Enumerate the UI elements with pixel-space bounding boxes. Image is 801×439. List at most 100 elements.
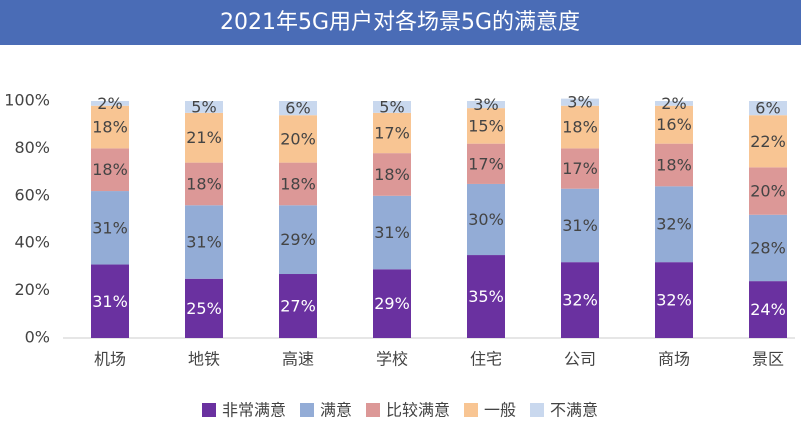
bar-segment [91,264,129,338]
x-tick-label: 景区 [752,350,784,369]
bar-segment [467,255,505,338]
bar-segment [279,162,317,206]
x-tick-label: 学校 [376,350,408,369]
data-label: 18% [92,160,128,179]
bar-segment [561,105,599,149]
bar-segment [185,112,223,163]
bar-segment [749,101,787,116]
data-label: 31% [92,218,128,237]
bar-segment [373,195,411,270]
data-label: 28% [750,238,786,257]
bar-segment [279,274,317,338]
x-tick-label: 高速 [282,350,314,369]
data-label: 3% [567,93,592,112]
data-label: 30% [468,210,504,229]
data-label: 2% [97,94,122,113]
bar-segment [467,108,505,144]
bar-segment [655,101,693,106]
data-label: 18% [280,174,316,193]
data-label: 6% [285,99,310,118]
data-label: 24% [750,300,786,319]
bar-segment [749,167,787,215]
data-label: 17% [562,159,598,178]
data-label: 18% [562,118,598,137]
bar-segment [373,101,411,113]
data-label: 18% [374,165,410,184]
data-label: 31% [92,292,128,311]
bar-segment [561,98,599,106]
bar-segment [467,143,505,184]
x-tick-label: 地铁 [188,350,220,369]
data-label: 5% [191,97,216,116]
bar-segment [91,101,129,106]
data-label: 32% [656,291,692,310]
bar-segment [91,191,129,265]
bar-segment [749,281,787,338]
title-banner [0,0,801,45]
data-label: 29% [374,294,410,313]
bar-segment [655,143,693,187]
x-tick-label: 商场 [658,350,690,369]
data-label: 6% [755,99,780,118]
data-label: 17% [468,154,504,173]
bar-segment [561,262,599,338]
legend-label: 比较满意 [386,401,450,420]
data-label: 18% [186,174,222,193]
data-label: 32% [562,291,598,310]
bar-segment [279,115,317,163]
data-label: 25% [186,299,222,318]
bar-segment [279,101,317,116]
bar-segment [561,188,599,263]
legend-label: 非常满意 [222,401,286,420]
x-tick-label: 住宅 [470,350,502,369]
data-label: 20% [750,182,786,201]
legend-label: 一般 [484,401,516,420]
legend-label: 满意 [320,401,352,420]
bar-segment [373,153,411,196]
data-label: 5% [379,97,404,116]
data-label: 3% [473,95,498,114]
legend-swatch [300,403,314,417]
y-tick-label: 100% [4,91,50,110]
bar-segment [749,115,787,168]
data-label: 17% [374,123,410,142]
data-label: 31% [186,233,222,252]
data-label: 18% [656,155,692,174]
data-label: 27% [280,297,316,316]
bar-segment [185,162,223,206]
chart-title: 2021年5G用户对各场景5G的满意度 [220,10,580,35]
y-tick-label: 80% [14,138,50,157]
y-tick-label: 60% [14,185,50,204]
legend-swatch [530,403,544,417]
legend-swatch [464,403,478,417]
bar-segment [749,214,787,282]
data-label: 31% [562,216,598,235]
data-label: 32% [656,215,692,234]
data-label: 16% [656,115,692,134]
data-label: 22% [750,132,786,151]
data-label: 2% [661,94,686,113]
data-label: 20% [280,129,316,148]
bar-segment [185,278,223,338]
data-label: 29% [280,230,316,249]
bar-segment [655,186,693,263]
x-tick-label: 公司 [564,350,596,369]
legend-swatch [366,403,380,417]
bar-segment [655,105,693,144]
x-tick-label: 机场 [94,350,126,369]
bar-segment [373,112,411,154]
bar-segment [373,269,411,338]
legend-swatch [202,403,216,417]
data-label: 31% [374,223,410,242]
data-label: 18% [92,118,128,137]
y-tick-label: 40% [14,233,50,252]
bar-segment [655,262,693,338]
bar-segment [185,205,223,279]
bar-segment [561,148,599,189]
bar-segment [91,105,129,149]
data-label: 15% [468,116,504,135]
bar-segment [279,205,317,275]
bar-segment [467,183,505,256]
legend-label: 不满意 [550,401,598,420]
